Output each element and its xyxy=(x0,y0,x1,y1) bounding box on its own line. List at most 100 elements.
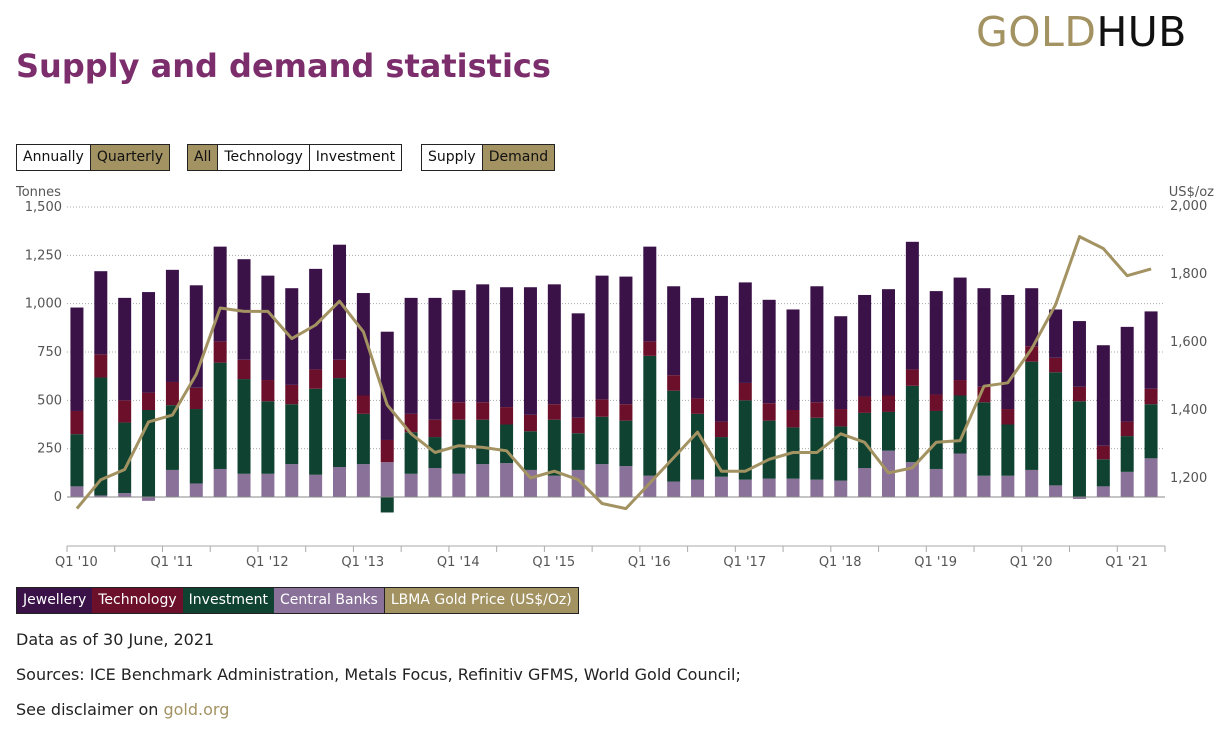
bar-investment[interactable] xyxy=(213,362,227,469)
bar-investment[interactable] xyxy=(94,377,108,496)
bar-technology[interactable] xyxy=(547,404,561,420)
bar-central-banks[interactable] xyxy=(356,464,370,497)
bar-jewellery[interactable] xyxy=(404,297,418,414)
bar-technology[interactable] xyxy=(285,384,299,405)
bar-investment[interactable] xyxy=(142,410,156,497)
bar-central-banks[interactable] xyxy=(929,468,943,497)
annually-button[interactable]: Annually xyxy=(16,144,91,171)
bar-jewellery[interactable] xyxy=(714,295,728,422)
bar-jewellery[interactable] xyxy=(786,309,800,410)
bar-central-banks[interactable] xyxy=(953,453,967,498)
bar-technology[interactable] xyxy=(476,402,490,420)
bar-central-banks[interactable] xyxy=(452,473,466,497)
bar-central-banks[interactable] xyxy=(834,480,848,497)
bar-central-banks[interactable] xyxy=(142,497,156,501)
bar-technology[interactable] xyxy=(523,414,537,432)
bar-central-banks[interactable] xyxy=(1144,458,1158,497)
bar-jewellery[interactable] xyxy=(380,331,394,440)
bar-technology[interactable] xyxy=(643,341,657,356)
bar-technology[interactable] xyxy=(1144,388,1158,405)
bar-investment[interactable] xyxy=(977,402,991,476)
bar-technology[interactable] xyxy=(738,382,752,401)
bar-central-banks[interactable] xyxy=(1049,485,1063,497)
bar-central-banks[interactable] xyxy=(237,473,251,497)
bar-technology[interactable] xyxy=(1025,346,1039,362)
quarterly-button[interactable]: Quarterly xyxy=(89,144,171,171)
bar-central-banks[interactable] xyxy=(738,479,752,497)
bar-central-banks[interactable] xyxy=(595,464,609,497)
bar-investment[interactable] xyxy=(905,385,919,463)
bar-jewellery[interactable] xyxy=(237,259,251,360)
bar-investment[interactable] xyxy=(834,426,848,481)
bar-jewellery[interactable] xyxy=(858,294,872,397)
investment-button[interactable]: Investment xyxy=(308,144,403,171)
bar-central-banks[interactable] xyxy=(762,478,776,497)
bar-technology[interactable] xyxy=(142,392,156,410)
bar-investment[interactable] xyxy=(1120,436,1134,472)
bar-technology[interactable] xyxy=(500,407,514,425)
bar-jewellery[interactable] xyxy=(1096,345,1110,446)
bar-technology[interactable] xyxy=(1096,445,1110,460)
bar-investment[interactable] xyxy=(738,400,752,480)
bar-technology[interactable] xyxy=(762,403,776,421)
bar-investment[interactable] xyxy=(547,419,561,476)
legend-technology[interactable]: Technology xyxy=(92,588,183,613)
bar-jewellery[interactable] xyxy=(452,290,466,403)
bar-investment[interactable] xyxy=(1072,401,1086,497)
bar-investment[interactable] xyxy=(404,432,418,474)
bar-investment[interactable] xyxy=(810,417,824,480)
bar-jewellery[interactable] xyxy=(118,297,132,401)
bar-central-banks[interactable] xyxy=(619,466,633,497)
bar-technology[interactable] xyxy=(953,380,967,396)
bar-technology[interactable] xyxy=(189,387,203,410)
bar-technology[interactable] xyxy=(595,399,609,417)
bar-technology[interactable] xyxy=(691,398,705,414)
demand-button[interactable]: Demand xyxy=(481,144,556,171)
bar-jewellery[interactable] xyxy=(882,289,895,396)
bar-jewellery[interactable] xyxy=(953,277,967,381)
technology-button[interactable]: Technology xyxy=(217,144,310,171)
bar-jewellery[interactable] xyxy=(428,297,442,420)
bar-jewellery[interactable] xyxy=(309,268,323,370)
bar-jewellery[interactable] xyxy=(738,282,752,383)
bar-investment[interactable] xyxy=(1049,372,1063,486)
legend-jewellery[interactable]: Jewellery xyxy=(17,588,93,613)
bar-investment[interactable] xyxy=(667,390,681,482)
bar-jewellery[interactable] xyxy=(356,293,370,396)
bar-central-banks[interactable] xyxy=(786,478,800,497)
bar-investment[interactable] xyxy=(333,378,346,468)
bar-investment[interactable] xyxy=(643,355,657,476)
bar-technology[interactable] xyxy=(452,402,466,420)
bar-technology[interactable] xyxy=(237,359,251,380)
bar-investment[interactable] xyxy=(619,420,633,467)
bar-investment[interactable] xyxy=(858,412,872,468)
bar-jewellery[interactable] xyxy=(94,271,108,355)
bar-jewellery[interactable] xyxy=(1001,294,1015,410)
bar-technology[interactable] xyxy=(929,394,943,411)
bar-investment[interactable] xyxy=(261,401,275,474)
bar-technology[interactable] xyxy=(1072,386,1086,402)
bar-jewellery[interactable] xyxy=(547,284,561,405)
bar-investment[interactable] xyxy=(356,413,370,465)
bar-investment[interactable] xyxy=(189,409,203,484)
bar-central-banks[interactable] xyxy=(165,469,179,497)
bar-central-banks[interactable] xyxy=(118,493,132,497)
bar-jewellery[interactable] xyxy=(70,307,84,411)
bar-technology[interactable] xyxy=(810,402,824,418)
bar-central-banks[interactable] xyxy=(261,473,275,497)
bar-jewellery[interactable] xyxy=(1049,309,1063,358)
bar-central-banks[interactable] xyxy=(285,464,299,497)
bar-investment[interactable] xyxy=(762,420,776,479)
supply-button[interactable]: Supply xyxy=(421,144,483,171)
bar-central-banks[interactable] xyxy=(1096,486,1110,497)
bar-investment[interactable] xyxy=(691,413,705,480)
bar-investment[interactable] xyxy=(523,431,537,470)
bar-central-banks[interactable] xyxy=(1120,471,1134,497)
bar-investment[interactable] xyxy=(380,497,394,513)
bar-central-banks[interactable] xyxy=(1072,497,1086,499)
bar-jewellery[interactable] xyxy=(523,287,537,415)
bar-investment[interactable] xyxy=(70,434,84,487)
bar-technology[interactable] xyxy=(858,396,872,413)
bar-jewellery[interactable] xyxy=(905,241,919,370)
bar-technology[interactable] xyxy=(118,400,132,423)
